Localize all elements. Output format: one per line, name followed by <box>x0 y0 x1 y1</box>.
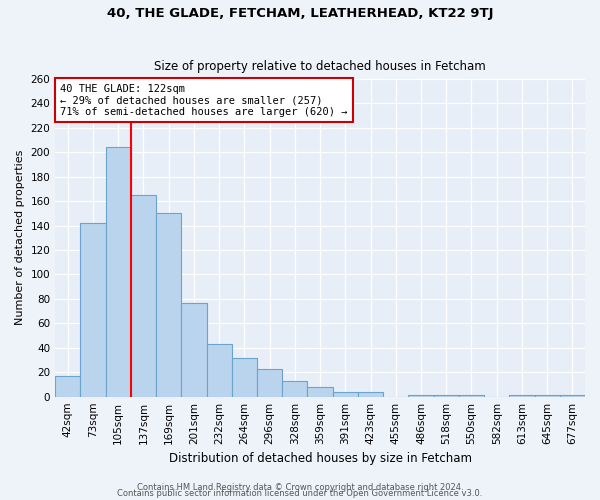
Bar <box>80 223 106 396</box>
Bar <box>55 376 80 396</box>
Bar <box>307 387 332 396</box>
Bar <box>106 148 131 396</box>
Bar <box>232 358 257 397</box>
Title: Size of property relative to detached houses in Fetcham: Size of property relative to detached ho… <box>154 60 486 74</box>
Text: Contains public sector information licensed under the Open Government Licence v3: Contains public sector information licen… <box>118 490 482 498</box>
Text: 40 THE GLADE: 122sqm
← 29% of detached houses are smaller (257)
71% of semi-deta: 40 THE GLADE: 122sqm ← 29% of detached h… <box>61 84 348 117</box>
Bar <box>332 392 358 396</box>
Bar <box>131 195 156 396</box>
Y-axis label: Number of detached properties: Number of detached properties <box>15 150 25 326</box>
Text: Contains HM Land Registry data © Crown copyright and database right 2024.: Contains HM Land Registry data © Crown c… <box>137 484 463 492</box>
Text: 40, THE GLADE, FETCHAM, LEATHERHEAD, KT22 9TJ: 40, THE GLADE, FETCHAM, LEATHERHEAD, KT2… <box>107 8 493 20</box>
Bar <box>358 392 383 396</box>
Bar <box>282 381 307 396</box>
Bar <box>206 344 232 397</box>
Bar <box>156 214 181 396</box>
Bar <box>181 302 206 396</box>
Bar <box>257 368 282 396</box>
X-axis label: Distribution of detached houses by size in Fetcham: Distribution of detached houses by size … <box>169 452 472 465</box>
